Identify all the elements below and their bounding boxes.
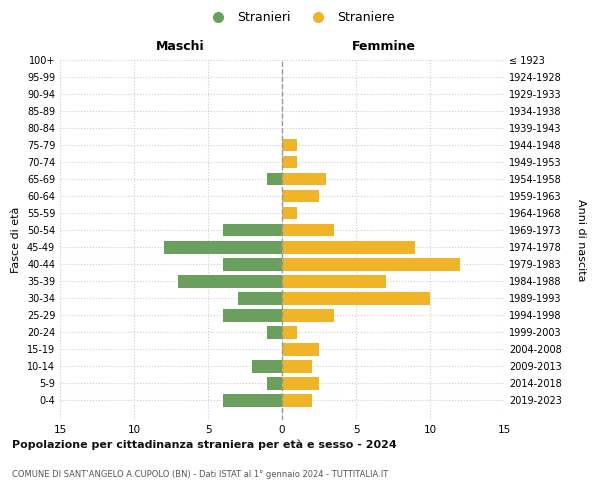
Bar bbox=[238, 292, 282, 304]
Bar bbox=[267, 377, 282, 390]
Bar bbox=[223, 394, 282, 406]
Bar bbox=[282, 224, 334, 236]
Bar bbox=[223, 224, 282, 236]
Bar bbox=[267, 326, 282, 338]
Bar bbox=[282, 258, 460, 270]
Y-axis label: Anni di nascita: Anni di nascita bbox=[575, 198, 586, 281]
Bar bbox=[282, 377, 319, 390]
Bar bbox=[282, 292, 430, 304]
Y-axis label: Fasce di età: Fasce di età bbox=[11, 207, 21, 273]
Bar bbox=[282, 360, 311, 372]
Bar bbox=[282, 394, 311, 406]
Bar bbox=[267, 172, 282, 186]
Text: Popolazione per cittadinanza straniera per età e sesso - 2024: Popolazione per cittadinanza straniera p… bbox=[12, 440, 397, 450]
Bar bbox=[282, 309, 334, 322]
Bar bbox=[282, 172, 326, 186]
Text: COMUNE DI SANT’ANGELO A CUPOLO (BN) - Dati ISTAT al 1° gennaio 2024 - TUTTITALIA: COMUNE DI SANT’ANGELO A CUPOLO (BN) - Da… bbox=[12, 470, 388, 479]
Text: Maschi: Maschi bbox=[155, 40, 204, 53]
Bar bbox=[282, 326, 297, 338]
Bar bbox=[223, 309, 282, 322]
Bar bbox=[253, 360, 282, 372]
Bar bbox=[282, 190, 319, 202]
Bar bbox=[164, 240, 282, 254]
Bar bbox=[282, 240, 415, 254]
Bar bbox=[282, 138, 297, 151]
Bar bbox=[223, 258, 282, 270]
Bar bbox=[282, 343, 319, 355]
Legend: Stranieri, Straniere: Stranieri, Straniere bbox=[201, 6, 399, 29]
Bar bbox=[282, 275, 386, 287]
Text: Femmine: Femmine bbox=[352, 40, 416, 53]
Bar bbox=[178, 275, 282, 287]
Bar bbox=[282, 206, 297, 220]
Bar bbox=[282, 156, 297, 168]
